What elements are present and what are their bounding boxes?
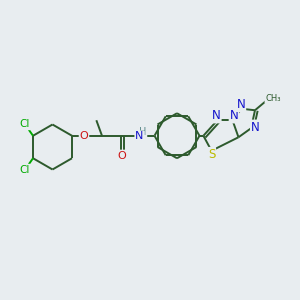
Text: H: H — [139, 127, 146, 137]
Text: CH₃: CH₃ — [265, 94, 281, 103]
Text: N: N — [236, 98, 245, 111]
Text: O: O — [80, 131, 88, 141]
Text: S: S — [208, 148, 215, 161]
Text: N: N — [230, 110, 238, 122]
Text: Cl: Cl — [20, 165, 30, 175]
Text: N: N — [212, 110, 221, 122]
Text: N: N — [135, 131, 144, 141]
Text: Cl: Cl — [20, 119, 30, 129]
Text: O: O — [117, 151, 126, 160]
Text: N: N — [251, 121, 260, 134]
